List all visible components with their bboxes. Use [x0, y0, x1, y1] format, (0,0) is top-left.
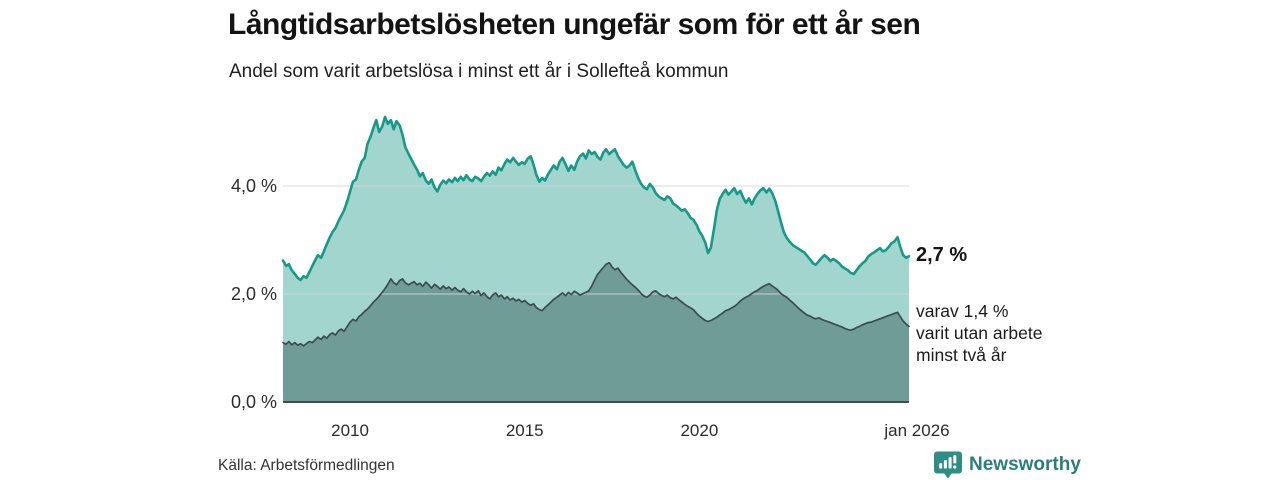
- newsworthy-logo: Newsworthy: [934, 450, 1081, 479]
- subset-label-line: varav 1,4 %: [916, 301, 1009, 321]
- end-value-label-total: 2,7 %: [916, 244, 968, 266]
- newsworthy-wordmark: Newsworthy: [969, 453, 1081, 475]
- newsworthy-bubble-chart-icon: [934, 451, 962, 479]
- y-tick-label: 2,0 %: [230, 284, 277, 304]
- page-title: Långtidsarbetslösheten ungefär som för e…: [228, 8, 921, 41]
- x-tick-label: 2010: [331, 421, 369, 440]
- source-credit: Källa: Arbetsförmedlingen: [218, 457, 395, 474]
- gridlines: [283, 185, 909, 295]
- y-tick-label: 4,0 %: [230, 176, 277, 196]
- x-tick-label: 2020: [680, 421, 719, 440]
- x-tick-label: jan 2026: [884, 421, 950, 440]
- area-two-years-series: [283, 262, 909, 402]
- end-value-label-subset: varav 1,4 % varit utan arbete minst två …: [916, 300, 1042, 366]
- x-tick-label: 2015: [505, 421, 544, 440]
- page-subtitle: Andel som varit arbetslösa i minst ett å…: [229, 61, 729, 82]
- y-tick-label: 0,0 %: [230, 392, 277, 412]
- subset-label-line: minst två år: [916, 345, 1007, 365]
- line-two-years-series: [282, 261, 910, 347]
- line-total-series: [281, 115, 911, 282]
- subset-label-line: varit utan arbete: [916, 323, 1043, 343]
